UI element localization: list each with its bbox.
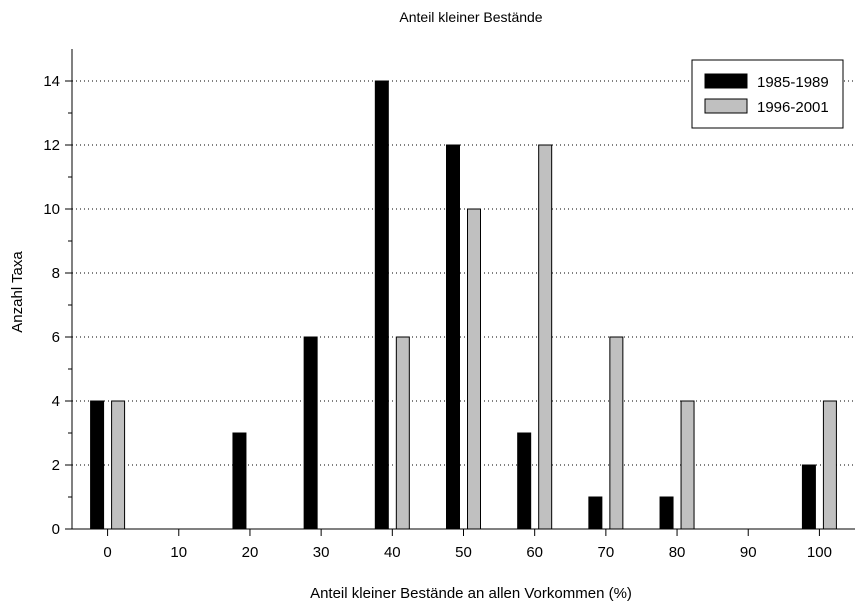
x-tick-label: 20 bbox=[242, 544, 259, 561]
y-tick-label: 6 bbox=[52, 329, 60, 346]
x-axis-label: Anteil kleiner Bestände an allen Vorkomm… bbox=[310, 585, 632, 602]
bar-1996-2001-0 bbox=[112, 401, 125, 529]
bar-1996-2001-70 bbox=[610, 337, 623, 529]
bar-1985-1989-40 bbox=[375, 81, 388, 529]
x-tick-label: 100 bbox=[807, 544, 832, 561]
bar-1985-1989-80 bbox=[660, 497, 673, 529]
x-tick-label: 70 bbox=[598, 544, 615, 561]
bar-1985-1989-20 bbox=[233, 433, 246, 529]
y-axis-label: Anzahl Taxa bbox=[9, 251, 26, 333]
y-tick-label: 2 bbox=[52, 457, 60, 474]
chart-title: Anteil kleiner Bestände bbox=[399, 9, 542, 25]
bar-1996-2001-60 bbox=[539, 145, 552, 529]
legend: 1985-1989 1996-2001 bbox=[692, 60, 843, 128]
y-tick-label: 14 bbox=[43, 73, 60, 90]
legend-label-1985-1989: 1985-1989 bbox=[757, 74, 829, 91]
x-tick-label: 40 bbox=[384, 544, 401, 561]
bar-1996-2001-80 bbox=[681, 401, 694, 529]
y-tick-label: 12 bbox=[43, 137, 60, 154]
x-tick-label: 30 bbox=[313, 544, 330, 561]
x-tick-label: 60 bbox=[526, 544, 543, 561]
x-tick-label: 80 bbox=[669, 544, 686, 561]
bar-1985-1989-30 bbox=[304, 337, 317, 529]
y-tick-label: 4 bbox=[52, 393, 60, 410]
x-tick-label: 90 bbox=[740, 544, 757, 561]
y-tick-label: 0 bbox=[52, 521, 60, 538]
bars bbox=[91, 81, 837, 529]
bar-1985-1989-70 bbox=[589, 497, 602, 529]
tick-labels: 0 2 4 6 8 10 12 14 0 10 20 30 40 50 60 70 80 90 100 bbox=[43, 73, 832, 561]
gridlines bbox=[72, 81, 855, 465]
legend-box bbox=[692, 60, 843, 128]
y-tick-label: 10 bbox=[43, 201, 60, 218]
x-tick-label: 0 bbox=[103, 544, 111, 561]
bar-1996-2001-40 bbox=[396, 337, 409, 529]
bar-1996-2001-50 bbox=[468, 209, 481, 529]
bar-1996-2001-100 bbox=[823, 401, 836, 529]
x-tick-label: 10 bbox=[170, 544, 187, 561]
y-tick-label: 8 bbox=[52, 265, 60, 282]
bar-1985-1989-60 bbox=[518, 433, 531, 529]
bar-1985-1989-50 bbox=[447, 145, 460, 529]
x-tick-label: 50 bbox=[455, 544, 472, 561]
bar-1985-1989-100 bbox=[802, 465, 815, 529]
legend-label-1996-2001: 1996-2001 bbox=[757, 99, 829, 116]
bar-1985-1989-0 bbox=[91, 401, 104, 529]
legend-swatch-1985-1989 bbox=[705, 74, 747, 88]
legend-swatch-1996-2001 bbox=[705, 99, 747, 113]
